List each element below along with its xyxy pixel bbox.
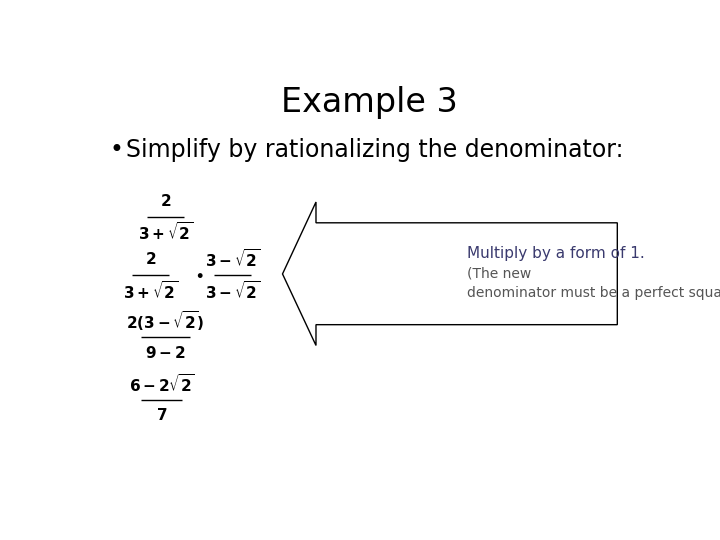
Text: $\mathbf{3+\sqrt{2}}$: $\mathbf{3+\sqrt{2}}$ bbox=[122, 280, 178, 301]
Text: $\mathbf{3-\sqrt{2}}$: $\mathbf{3-\sqrt{2}}$ bbox=[204, 248, 260, 270]
Text: $\mathbf{3+\sqrt{2}}$: $\mathbf{3+\sqrt{2}}$ bbox=[138, 221, 193, 244]
Text: Multiply by a form of 1.: Multiply by a form of 1. bbox=[467, 246, 644, 261]
Polygon shape bbox=[282, 202, 617, 346]
Text: $\mathbf{9-2}$: $\mathbf{9-2}$ bbox=[145, 345, 186, 361]
Text: Example 3: Example 3 bbox=[281, 85, 457, 119]
Text: $\bullet$: $\bullet$ bbox=[194, 265, 204, 283]
Text: (The new
denominator must be a perfect square.): (The new denominator must be a perfect s… bbox=[467, 266, 720, 300]
Text: $\mathbf{7}$: $\mathbf{7}$ bbox=[156, 407, 167, 423]
Text: $\mathbf{2(3-\sqrt{2})}$: $\mathbf{2(3-\sqrt{2})}$ bbox=[126, 309, 204, 333]
Text: $\mathbf{6-2\sqrt{2}}$: $\mathbf{6-2\sqrt{2}}$ bbox=[129, 373, 194, 395]
Text: •: • bbox=[109, 138, 123, 161]
Text: $\mathbf{3-\sqrt{2}}$: $\mathbf{3-\sqrt{2}}$ bbox=[204, 280, 260, 301]
Text: $\mathbf{2}$: $\mathbf{2}$ bbox=[145, 251, 156, 267]
Text: $\mathbf{2}$: $\mathbf{2}$ bbox=[160, 193, 171, 209]
Text: Simplify by rationalizing the denominator:: Simplify by rationalizing the denominato… bbox=[126, 138, 624, 161]
